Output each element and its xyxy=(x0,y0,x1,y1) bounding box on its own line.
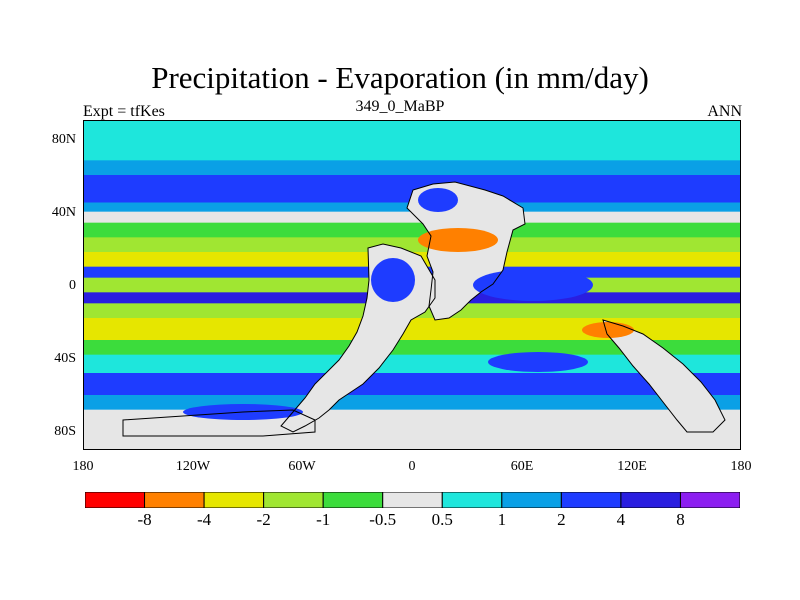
xtick-60e: 60E xyxy=(510,459,534,474)
colorbar-label-4: -0.5 xyxy=(369,510,397,529)
ytick-40s: 40S xyxy=(54,351,76,366)
colorbar-cell-4 xyxy=(322,492,384,508)
wet-core-north xyxy=(418,188,458,212)
dry-core-east xyxy=(582,322,634,338)
colorbar-label-3: -1 xyxy=(316,510,331,529)
ytick-80s: 80S xyxy=(54,424,76,439)
colorbar-cell-6 xyxy=(441,492,503,508)
zonal-band-13 xyxy=(83,340,741,356)
colorbar-label-9: 8 xyxy=(676,510,685,529)
map-title: Precipitation - Evaporation (in mm/day) xyxy=(151,60,649,95)
colorbar-label-1: -4 xyxy=(196,510,212,529)
colorbar-label-5: 0.5 xyxy=(431,510,453,529)
ytick-0: 0 xyxy=(69,278,76,293)
coastlines xyxy=(122,181,726,437)
xtick-180e: 180 xyxy=(730,459,752,474)
map-plot-area xyxy=(83,120,741,450)
ytick-40n: 40N xyxy=(51,205,76,220)
zonal-band-5 xyxy=(83,222,741,238)
xtick-0: 0 xyxy=(408,459,416,474)
wet-core-tropics xyxy=(473,269,593,301)
zonal-band-4 xyxy=(83,211,741,224)
experiment-label: Expt = tfKes xyxy=(83,103,165,120)
colorbar-cell-3 xyxy=(263,492,324,508)
colorbar-cell-0 xyxy=(85,492,146,508)
colorbar-cell-10 xyxy=(679,492,740,508)
ytick-80n: 80N xyxy=(51,132,76,147)
zonal-band-15 xyxy=(83,373,741,396)
wet-core-south xyxy=(488,352,588,372)
zonal-band-16 xyxy=(83,395,741,411)
map-svg xyxy=(83,120,741,450)
colorbar-label-2: -2 xyxy=(256,510,271,529)
colorbar-cell-2 xyxy=(203,492,265,508)
map-subtitle: 349_0_MaBP xyxy=(355,98,445,115)
colorbar-cell-7 xyxy=(501,492,562,508)
land-east xyxy=(603,320,725,432)
colorbar-label-8: 4 xyxy=(616,510,626,529)
zonal-band-6 xyxy=(83,237,741,253)
colorbar-cell-8 xyxy=(560,492,622,508)
zonal-band-0 xyxy=(83,120,741,161)
colorbar-cell-1 xyxy=(144,492,205,508)
colorbar xyxy=(85,492,740,508)
colorbar-label-7: 2 xyxy=(557,510,566,529)
xtick-60w: 60W xyxy=(288,459,316,474)
dry-core-asia xyxy=(418,228,498,252)
zonal-band-12 xyxy=(83,318,741,341)
map-frame xyxy=(83,120,741,450)
season-label: ANN xyxy=(707,103,742,120)
wet-core-africa xyxy=(371,258,415,302)
colorbar-label-0: -8 xyxy=(137,510,152,529)
xtick-120w: 120W xyxy=(175,459,211,474)
colorbar-cell-5 xyxy=(382,492,443,508)
zonal-band-1 xyxy=(83,160,741,176)
colorbar-cell-9 xyxy=(620,492,681,508)
xtick-120e: 120E xyxy=(617,459,647,474)
colorbar-label-6: 1 xyxy=(497,510,507,529)
xtick-180w: 180 xyxy=(72,459,94,474)
